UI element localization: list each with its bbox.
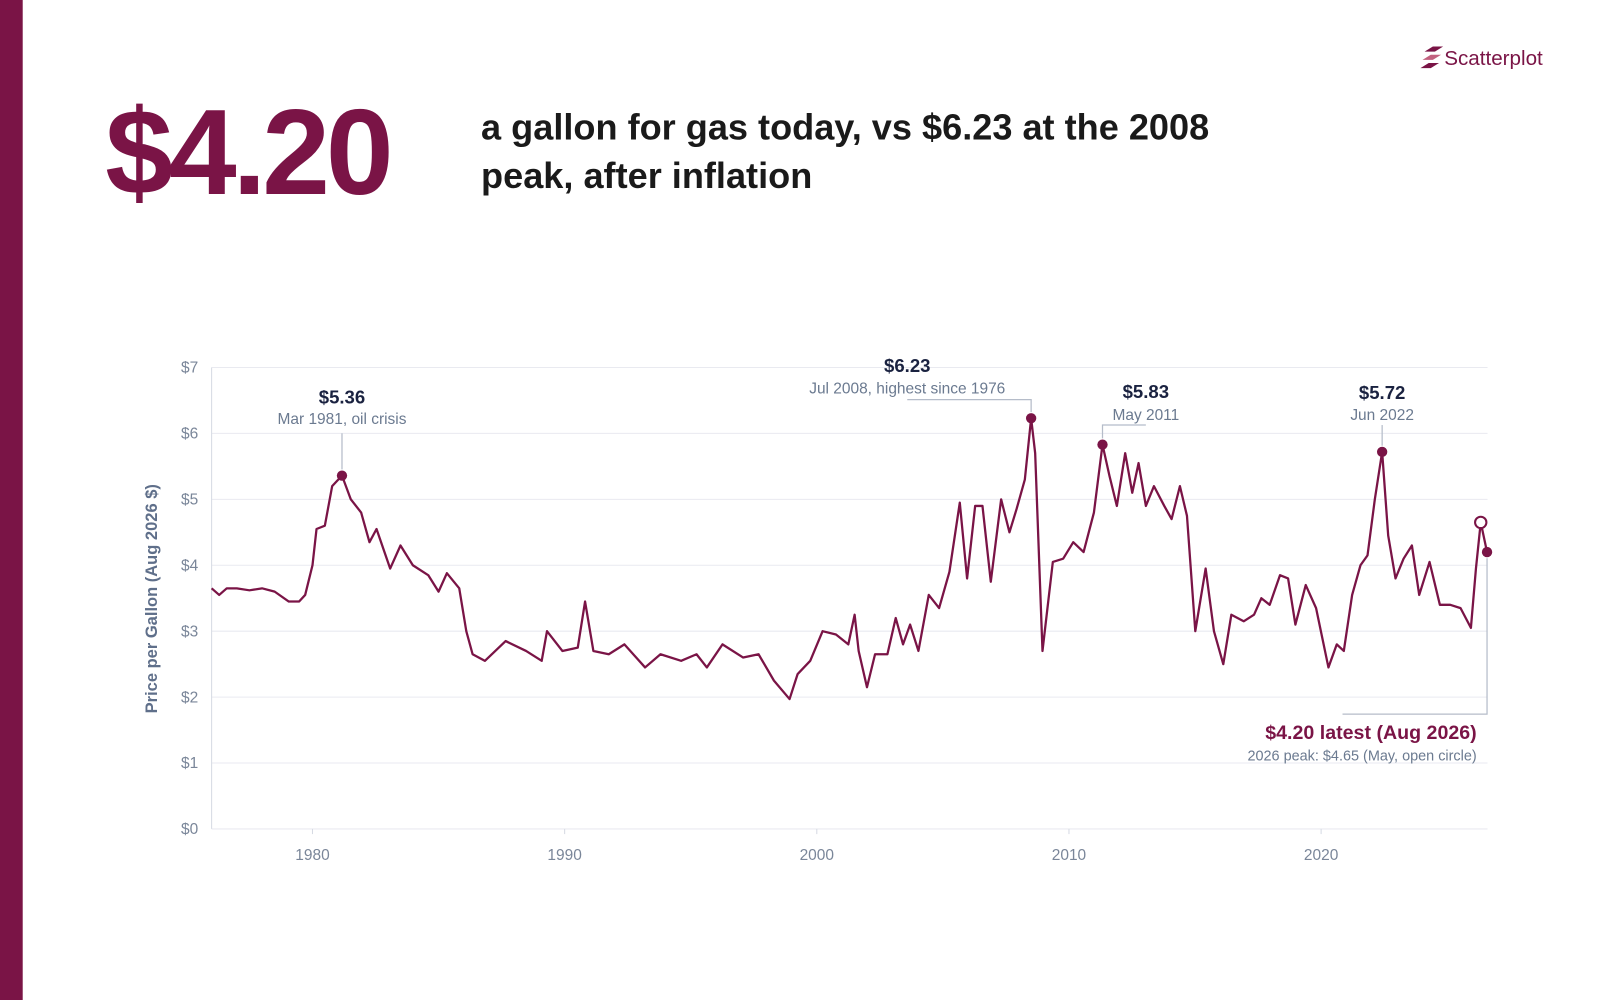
y-tick-label: $7: [181, 360, 198, 377]
y-tick-label: $3: [181, 623, 198, 640]
y-tick-label: $1: [181, 755, 198, 772]
headline: a gallon for gas today, vs $6.23 at the …: [481, 106, 1209, 147]
x-tick-label: 1980: [295, 847, 329, 864]
y-tick-label: $4: [181, 557, 199, 574]
big-number: $4.20: [105, 84, 389, 220]
headline: peak, after inflation: [481, 155, 812, 196]
y-axis-label: Price per Gallon (Aug 2026 $): [143, 484, 161, 713]
annotation-label: $5.36: [319, 386, 366, 407]
annotation-label: $5.72: [1359, 382, 1406, 403]
x-tick-label: 1990: [547, 847, 581, 864]
annotation-marker: [1025, 413, 1037, 424]
x-tick-label: 2020: [1304, 847, 1338, 864]
annotation-note: 2026 peak: $4.65 (May, open circle): [1247, 749, 1476, 765]
annotation-marker: [1097, 439, 1108, 450]
y-tick-label: $0: [181, 821, 198, 838]
y-tick-label: $6: [181, 426, 198, 443]
price-line: [210, 417, 1489, 701]
annotation-note: Mar 1981, oil crisis: [278, 411, 407, 428]
leader-line: [1101, 424, 1146, 439]
annotation-label: $6.23: [884, 355, 931, 376]
annotation-note: May 2011: [1112, 407, 1179, 424]
brand-name: Scatterplot: [1444, 47, 1543, 70]
x-tick-label: 2000: [800, 847, 834, 864]
side-bar: [0, 0, 23, 1000]
open-circle-marker: [1474, 515, 1488, 530]
annotation-marker: [336, 470, 348, 481]
leader-line: [1342, 558, 1488, 715]
y-tick-label: $5: [181, 491, 198, 508]
canvas: Scatterplot $4.20 a gallon for gas today…: [0, 0, 1543, 1000]
brand-logo: Scatterplot: [1420, 46, 1543, 70]
x-tick-label: 2010: [1052, 847, 1086, 864]
annotation-marker: [1376, 446, 1388, 458]
logo-shape: [1422, 54, 1442, 60]
annotation-note: Jul 2008, highest since 1976: [809, 380, 1005, 397]
leader-line: [907, 399, 1032, 413]
annotation-label: $4.20 latest (Aug 2026): [1265, 722, 1476, 744]
annotation-marker: [1481, 546, 1493, 558]
y-tick-label: $2: [181, 689, 198, 706]
annotation-note: Jun 2022: [1350, 407, 1414, 424]
logo-shape: [1420, 62, 1440, 69]
annotation-label: $5.83: [1123, 381, 1170, 402]
logo-shape: [1424, 46, 1444, 52]
